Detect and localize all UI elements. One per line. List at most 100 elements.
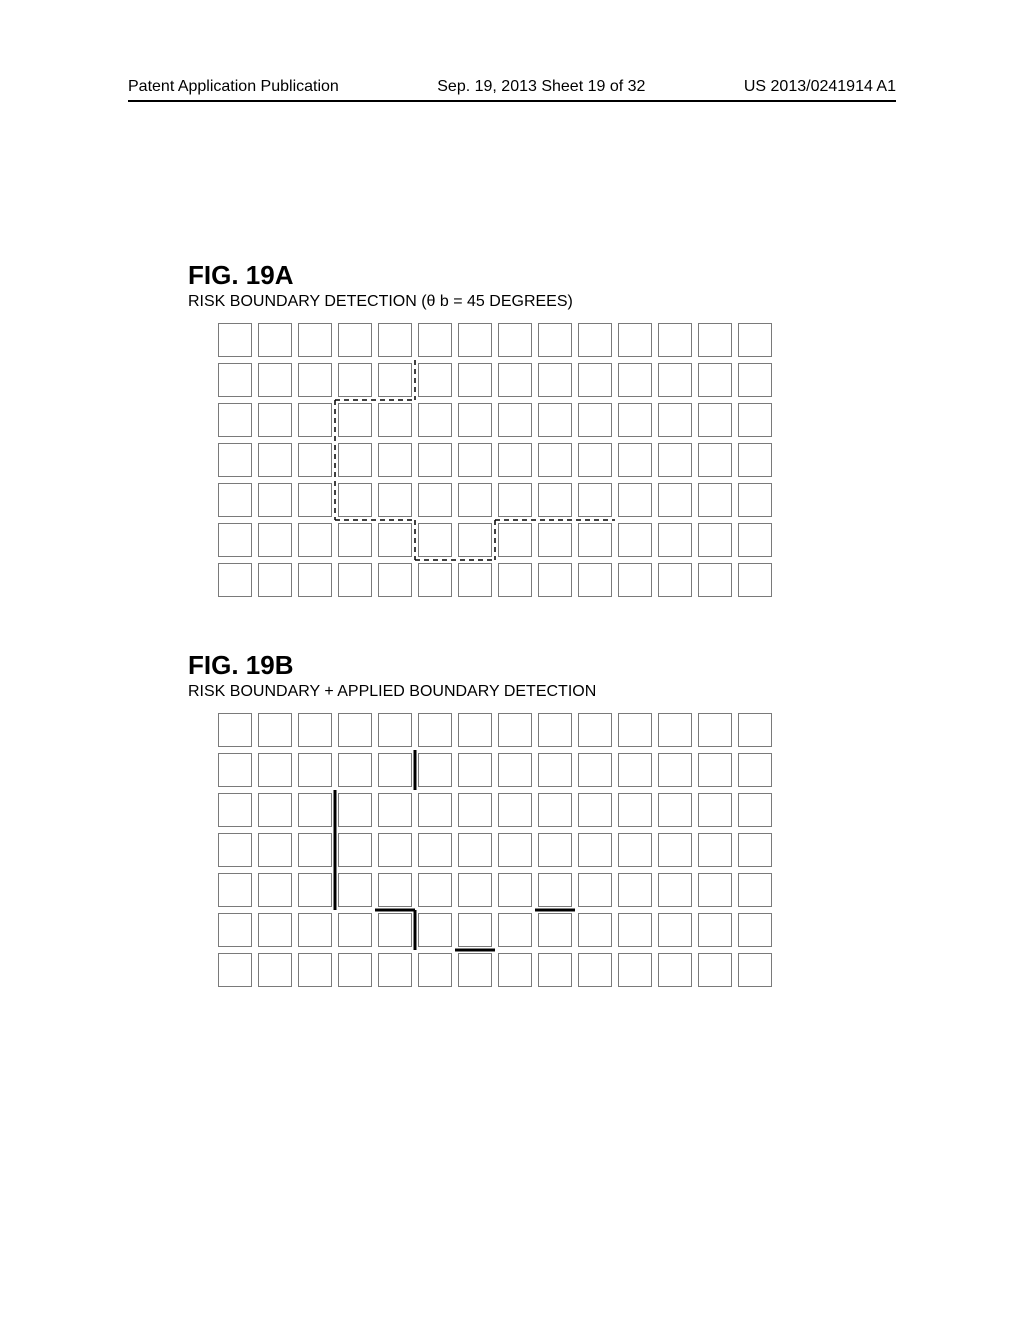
grid-cell [618, 713, 652, 747]
grid-cell [538, 323, 572, 357]
grid-cell [618, 523, 652, 557]
header-mid: Sep. 19, 2013 Sheet 19 of 32 [437, 78, 645, 96]
grid-cell [378, 793, 412, 827]
grid-cell [418, 443, 452, 477]
grid-cell [218, 563, 252, 597]
grid-cell [538, 443, 572, 477]
grid-cell [498, 483, 532, 517]
grid-cell [498, 523, 532, 557]
grid-cell [618, 323, 652, 357]
grid-cell [458, 713, 492, 747]
grid-cell [698, 523, 732, 557]
grid-cell [538, 873, 572, 907]
grid-cell [298, 563, 332, 597]
grid-cell [378, 913, 412, 947]
grid-cell [418, 793, 452, 827]
grid-cell [418, 483, 452, 517]
grid-cell [498, 443, 532, 477]
grid-cell [578, 563, 612, 597]
grid-cell [378, 833, 412, 867]
grid-cell [418, 753, 452, 787]
grid-cell [458, 563, 492, 597]
grid-cell [618, 793, 652, 827]
grid-cell [258, 713, 292, 747]
grid-cell [378, 713, 412, 747]
grid-cell [738, 563, 772, 597]
grid-cell [538, 363, 572, 397]
grid-cell [218, 953, 252, 987]
grid-cell [298, 913, 332, 947]
grid-cell [298, 713, 332, 747]
grid-cell [378, 563, 412, 597]
grid-cell [738, 753, 772, 787]
grid-cell [618, 953, 652, 987]
grid-cell [618, 403, 652, 437]
grid-cell [258, 523, 292, 557]
grid-cell [658, 363, 692, 397]
grid-cell [258, 363, 292, 397]
grid-cell [458, 753, 492, 787]
grid-cell [218, 913, 252, 947]
grid-cell [498, 833, 532, 867]
grid-cell [418, 323, 452, 357]
figure-label: FIG. 19B [188, 650, 772, 681]
grid-wrap [218, 323, 772, 597]
grid-cell [698, 953, 732, 987]
grid-cell [218, 443, 252, 477]
grid-cell [258, 443, 292, 477]
grid-cell [738, 363, 772, 397]
grid-cell [578, 713, 612, 747]
grid-cell [378, 483, 412, 517]
grid-cell [258, 563, 292, 597]
grid-cell [698, 793, 732, 827]
grid-cell [658, 913, 692, 947]
grid-cell [538, 523, 572, 557]
grid-cell [538, 563, 572, 597]
grid-cell [458, 793, 492, 827]
grid-cell [338, 793, 372, 827]
grid-cell [298, 753, 332, 787]
header-right: US 2013/0241914 A1 [744, 78, 896, 96]
grid-cell [658, 483, 692, 517]
grid-cell [298, 833, 332, 867]
header-rule [128, 100, 896, 102]
grid-cell [498, 323, 532, 357]
grid-cell [538, 403, 572, 437]
grid-cell [698, 443, 732, 477]
grid-cell [618, 363, 652, 397]
grid-cell [418, 873, 452, 907]
grid-cell [538, 483, 572, 517]
grid-cell [458, 403, 492, 437]
grid-cell [498, 753, 532, 787]
grid-cell [578, 483, 612, 517]
grid-cell [578, 873, 612, 907]
grid-cell [418, 913, 452, 947]
grid-cell [378, 443, 412, 477]
grid-cell [258, 833, 292, 867]
grid-cell [738, 713, 772, 747]
grid-cell [658, 953, 692, 987]
grid-cell [218, 523, 252, 557]
grid-cell [578, 443, 612, 477]
grid-cell [578, 363, 612, 397]
grid-cell [378, 873, 412, 907]
grid-cell [418, 563, 452, 597]
grid-cell [258, 403, 292, 437]
grid-cell [578, 953, 612, 987]
figure-label: FIG. 19A [188, 260, 772, 291]
grid-cell [298, 403, 332, 437]
grid-cell [578, 523, 612, 557]
grid-cell [218, 873, 252, 907]
grid-cell [578, 833, 612, 867]
grid-cell [658, 403, 692, 437]
grid-cell [378, 403, 412, 437]
grid-cell [698, 873, 732, 907]
grid-cell [658, 753, 692, 787]
grid-cell [458, 913, 492, 947]
cell-grid [218, 323, 772, 597]
grid-cell [698, 913, 732, 947]
grid-cell [298, 953, 332, 987]
grid-cell [258, 953, 292, 987]
grid-cell [578, 793, 612, 827]
grid-cell [538, 833, 572, 867]
